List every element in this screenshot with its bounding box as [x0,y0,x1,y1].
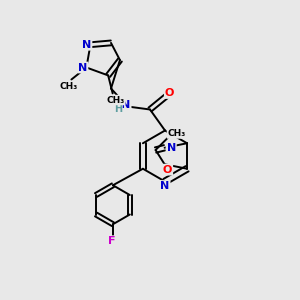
Text: O: O [165,88,174,98]
Text: N: N [122,100,130,110]
Text: N: N [160,181,169,191]
Text: F: F [108,236,115,246]
Text: N: N [167,143,176,153]
Text: N: N [82,40,92,50]
Text: CH₃: CH₃ [106,95,125,104]
Text: N: N [78,62,87,73]
Text: CH₃: CH₃ [167,129,186,138]
Text: H: H [114,104,122,115]
Text: O: O [163,165,172,175]
Text: CH₃: CH₃ [59,82,77,91]
